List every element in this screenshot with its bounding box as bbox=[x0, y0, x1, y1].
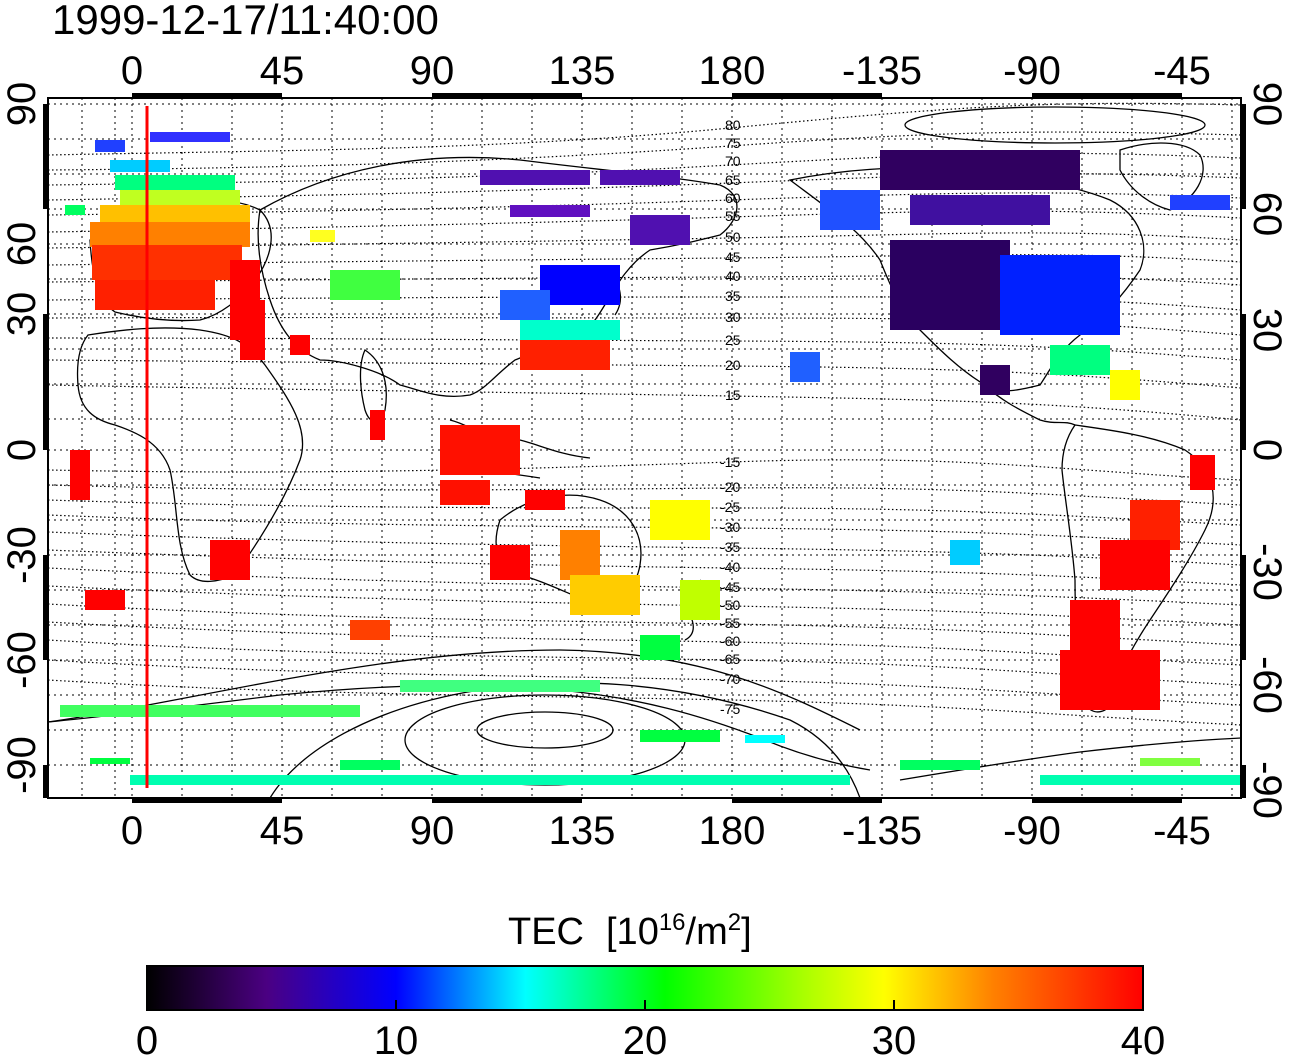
x-tick-label: 45 bbox=[260, 49, 305, 93]
y-tick-label: 30 bbox=[1245, 308, 1289, 353]
contour-label: 20 bbox=[725, 357, 741, 373]
x-tick-label: 135 bbox=[549, 809, 616, 853]
right-axis-labels: 90 60 30 0 -30 -60 -90 bbox=[1245, 82, 1289, 819]
x-tick-label: 0 bbox=[121, 809, 143, 853]
y-tick-label: 60 bbox=[0, 222, 44, 267]
contour-label: -30 bbox=[720, 519, 740, 535]
colorbar-title: TEC [1016/m2] bbox=[508, 909, 752, 953]
y-tick-label: 0 bbox=[1245, 439, 1289, 461]
contour-label: -60 bbox=[720, 633, 740, 649]
x-tick-label: -45 bbox=[1153, 49, 1211, 93]
contour-label: -75 bbox=[720, 701, 740, 717]
bottom-axis-labels: 0 45 90 135 180 -135 -90 -45 bbox=[121, 809, 1211, 853]
colorbar-tick-label: 20 bbox=[623, 1019, 668, 1057]
top-axis-labels: 0 45 90 135 180 -135 -90 -45 bbox=[121, 49, 1211, 93]
x-tick-label: 45 bbox=[260, 809, 305, 853]
x-tick-label: -90 bbox=[1003, 809, 1061, 853]
contour-label: 30 bbox=[725, 309, 741, 325]
plot-area: 80 75 70 65 60 55 50 45 40 35 30 25 20 1… bbox=[48, 98, 1241, 798]
y-tick-label: 0 bbox=[0, 439, 44, 461]
colorbar-tick-labels: 0 10 20 30 40 bbox=[136, 1019, 1165, 1057]
x-tick-label: 90 bbox=[410, 49, 455, 93]
tec-data bbox=[60, 132, 1240, 785]
contour-label: 15 bbox=[725, 387, 741, 403]
contour-label: 40 bbox=[725, 268, 741, 284]
contour-label: 70 bbox=[725, 153, 741, 169]
y-tick-label: 90 bbox=[1245, 82, 1289, 127]
y-tick-label: 30 bbox=[0, 292, 44, 337]
colorbar-ticks bbox=[395, 1000, 895, 1010]
contour-label: 25 bbox=[725, 332, 741, 348]
colorbar-quantity: TEC bbox=[508, 911, 584, 953]
contour-label: -40 bbox=[720, 559, 740, 575]
colorbar-tick-label: 40 bbox=[1121, 1019, 1166, 1057]
contour-label: 35 bbox=[725, 288, 741, 304]
x-tick-label: -135 bbox=[842, 49, 922, 93]
left-axis-labels: 90 60 30 0 -30 -60 -90 bbox=[0, 82, 44, 794]
map-frame bbox=[43, 93, 1246, 803]
y-tick-label: -30 bbox=[0, 526, 44, 584]
contour-label: 65 bbox=[725, 172, 741, 188]
contour-label: -50 bbox=[720, 597, 740, 613]
y-tick-label: -90 bbox=[0, 736, 44, 794]
x-tick-label: -90 bbox=[1003, 49, 1061, 93]
contour-label: -55 bbox=[720, 615, 740, 631]
contour-label: 75 bbox=[725, 135, 741, 151]
colorbar-units-prefix: [10 bbox=[606, 911, 659, 953]
contour-label: -35 bbox=[720, 539, 740, 555]
colorbar-tick-label: 0 bbox=[136, 1019, 158, 1057]
y-tick-label: -90 bbox=[1245, 761, 1289, 819]
graticule bbox=[48, 98, 1241, 798]
contour-label: 80 bbox=[725, 117, 741, 133]
x-tick-label: -45 bbox=[1153, 809, 1211, 853]
contour-label: -45 bbox=[720, 579, 740, 595]
contour-labels: 80 75 70 65 60 55 50 45 40 35 30 25 20 1… bbox=[720, 117, 741, 717]
y-tick-label: -30 bbox=[1245, 543, 1289, 601]
timestamp-title: 1999-12-17/11:40:00 bbox=[52, 0, 439, 43]
contour-label: -25 bbox=[720, 499, 740, 515]
contour-label: 60 bbox=[725, 190, 741, 206]
colorbar-units-mid: /m bbox=[686, 911, 728, 953]
colorbar-units-exponent: 16 bbox=[659, 909, 686, 936]
x-tick-label: 180 bbox=[699, 809, 766, 853]
colorbar-tick-label: 10 bbox=[374, 1019, 419, 1057]
contour-label: -20 bbox=[720, 479, 740, 495]
colorbar-units-exponent-2: 2 bbox=[728, 909, 741, 936]
y-tick-label: 90 bbox=[0, 82, 44, 127]
x-tick-label: 180 bbox=[699, 49, 766, 93]
x-tick-label: 0 bbox=[121, 49, 143, 93]
contour-label: -65 bbox=[720, 651, 740, 667]
y-tick-label: -60 bbox=[0, 631, 44, 689]
y-tick-label: -60 bbox=[1245, 656, 1289, 714]
contour-label: 55 bbox=[725, 208, 741, 224]
colorbar-units-suffix: ] bbox=[741, 911, 752, 953]
y-tick-label: 60 bbox=[1245, 192, 1289, 237]
contour-label: -70 bbox=[720, 671, 740, 687]
contour-label: 45 bbox=[725, 249, 741, 265]
x-tick-label: -135 bbox=[842, 809, 922, 853]
x-tick-label: 135 bbox=[549, 49, 616, 93]
contour-label: -15 bbox=[720, 454, 740, 470]
x-tick-label: 90 bbox=[410, 809, 455, 853]
contour-label: 50 bbox=[725, 229, 741, 245]
colorbar-tick-label: 30 bbox=[872, 1019, 917, 1057]
